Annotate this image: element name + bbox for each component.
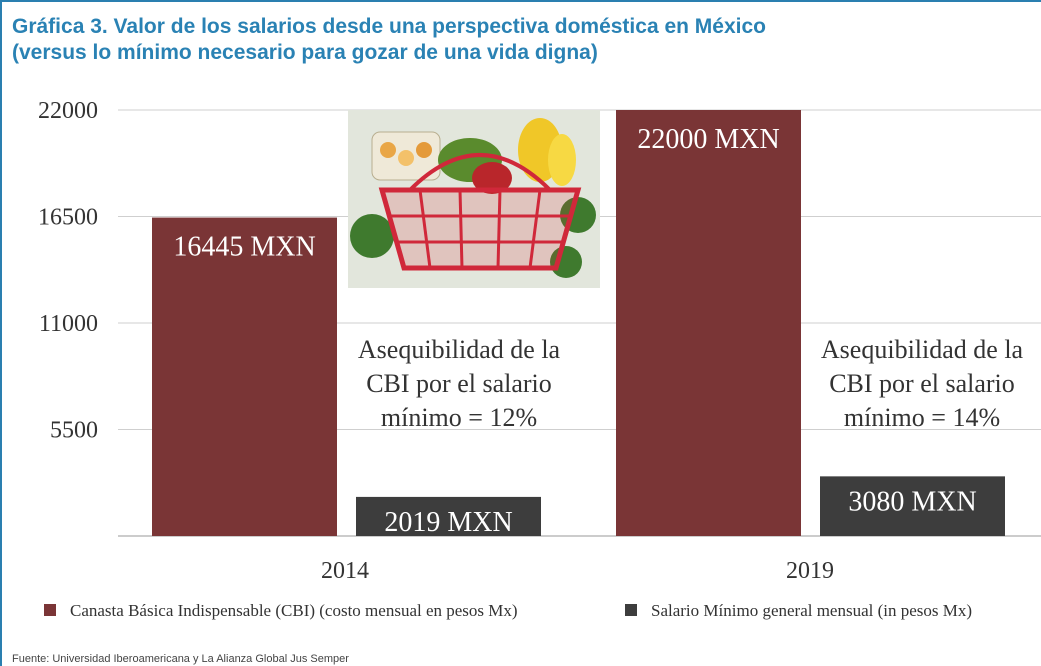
legend-label: Salario Mínimo general mensual (in pesos… — [651, 601, 972, 620]
salario-bar-2019 — [820, 476, 1005, 536]
salario-bar-label: 3080 MXN — [848, 486, 976, 517]
y-tick-label: 16500 — [38, 205, 98, 231]
affordability-note-line: CBI por el salario — [829, 369, 1015, 398]
x-tick-label: 2019 — [786, 558, 834, 584]
affordability-note-line: Asequibilidad de la — [821, 335, 1024, 364]
x-axis-labels: 2014 2019 — [321, 558, 834, 584]
cbi-bar-label: 16445 MXN — [173, 232, 315, 263]
source-note: Fuente: Universidad Iberoamericana y La … — [12, 653, 349, 665]
affordability-notes: Asequibilidad de la CBI por el salario mín… — [358, 335, 1024, 432]
grocery-basket-icon — [348, 110, 600, 288]
salario-bar-2014 — [356, 496, 541, 536]
affordability-note-line: CBI por el salario — [366, 369, 552, 398]
salario-bar-label: 2019 MXN — [384, 507, 512, 538]
y-axis-ticks: 5500 11000 16500 22000 — [38, 98, 98, 444]
legend-swatch — [44, 604, 56, 616]
chart-title: Gráfica 3. Valor de los salarios desde u… — [12, 15, 766, 64]
affordability-note-line: mínimo = 14% — [844, 403, 1000, 432]
y-tick-label: 5500 — [50, 418, 98, 444]
cbi-bar-2019 — [616, 110, 801, 536]
legend-label: Canasta Básica Indispensable (CBI) (cost… — [70, 601, 518, 620]
affordability-note-line: mínimo = 12% — [381, 403, 537, 432]
legend-swatch — [625, 604, 637, 616]
legend: Canasta Básica Indispensable (CBI) (cost… — [44, 601, 972, 620]
cbi-bar-label: 22000 MXN — [637, 124, 779, 155]
bars: 16445 MXN 2019 MXN 22000 MXN 3080 MXN — [152, 110, 1005, 538]
y-tick-label: 11000 — [39, 311, 98, 337]
x-tick-label: 2014 — [321, 558, 369, 584]
cbi-bar-2014 — [152, 217, 337, 536]
affordability-note-line: Asequibilidad de la — [358, 335, 561, 364]
y-tick-label: 22000 — [38, 98, 98, 124]
